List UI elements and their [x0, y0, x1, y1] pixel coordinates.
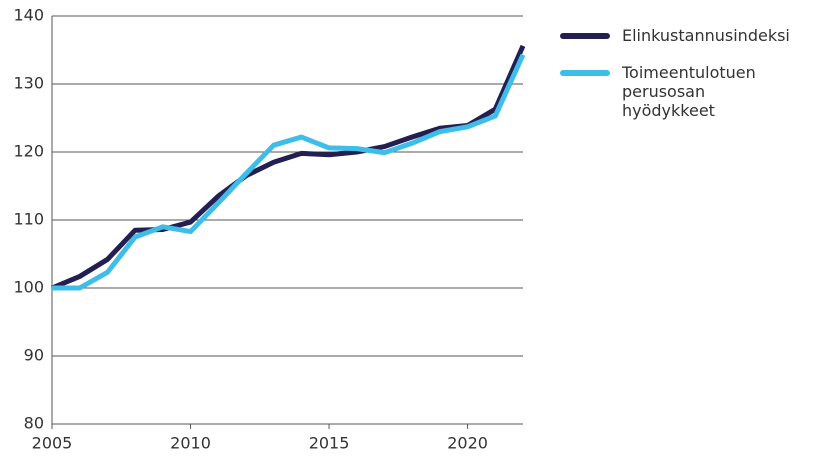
legend-swatch	[560, 70, 610, 76]
legend-item: Elinkustannusindeksi	[560, 26, 790, 45]
legend-label: Toimeentulotuen perusosan hyödykkeet	[622, 63, 756, 120]
y-tick-label: 90	[24, 346, 44, 365]
legend-swatch	[560, 33, 610, 39]
y-tick-label: 110	[13, 210, 44, 229]
y-tick-label: 130	[13, 74, 44, 93]
series-line	[51, 44, 526, 291]
y-tick-label: 140	[13, 6, 44, 25]
legend: Elinkustannusindeksi Toimeentulotuen peru…	[560, 26, 790, 138]
series-line	[52, 53, 526, 291]
y-tick-label: 100	[13, 278, 44, 297]
legend-label: Elinkustannusindeksi	[622, 26, 790, 45]
x-tick-label: 2010	[170, 434, 211, 453]
y-tick-label: 120	[13, 142, 44, 161]
x-tick-label: 2020	[447, 434, 488, 453]
x-tick-label: 2015	[309, 434, 350, 453]
legend-item: Toimeentulotuen perusosan hyödykkeet	[560, 63, 760, 120]
y-tick-label: 80	[24, 414, 44, 433]
x-tick-label: 2005	[32, 434, 73, 453]
